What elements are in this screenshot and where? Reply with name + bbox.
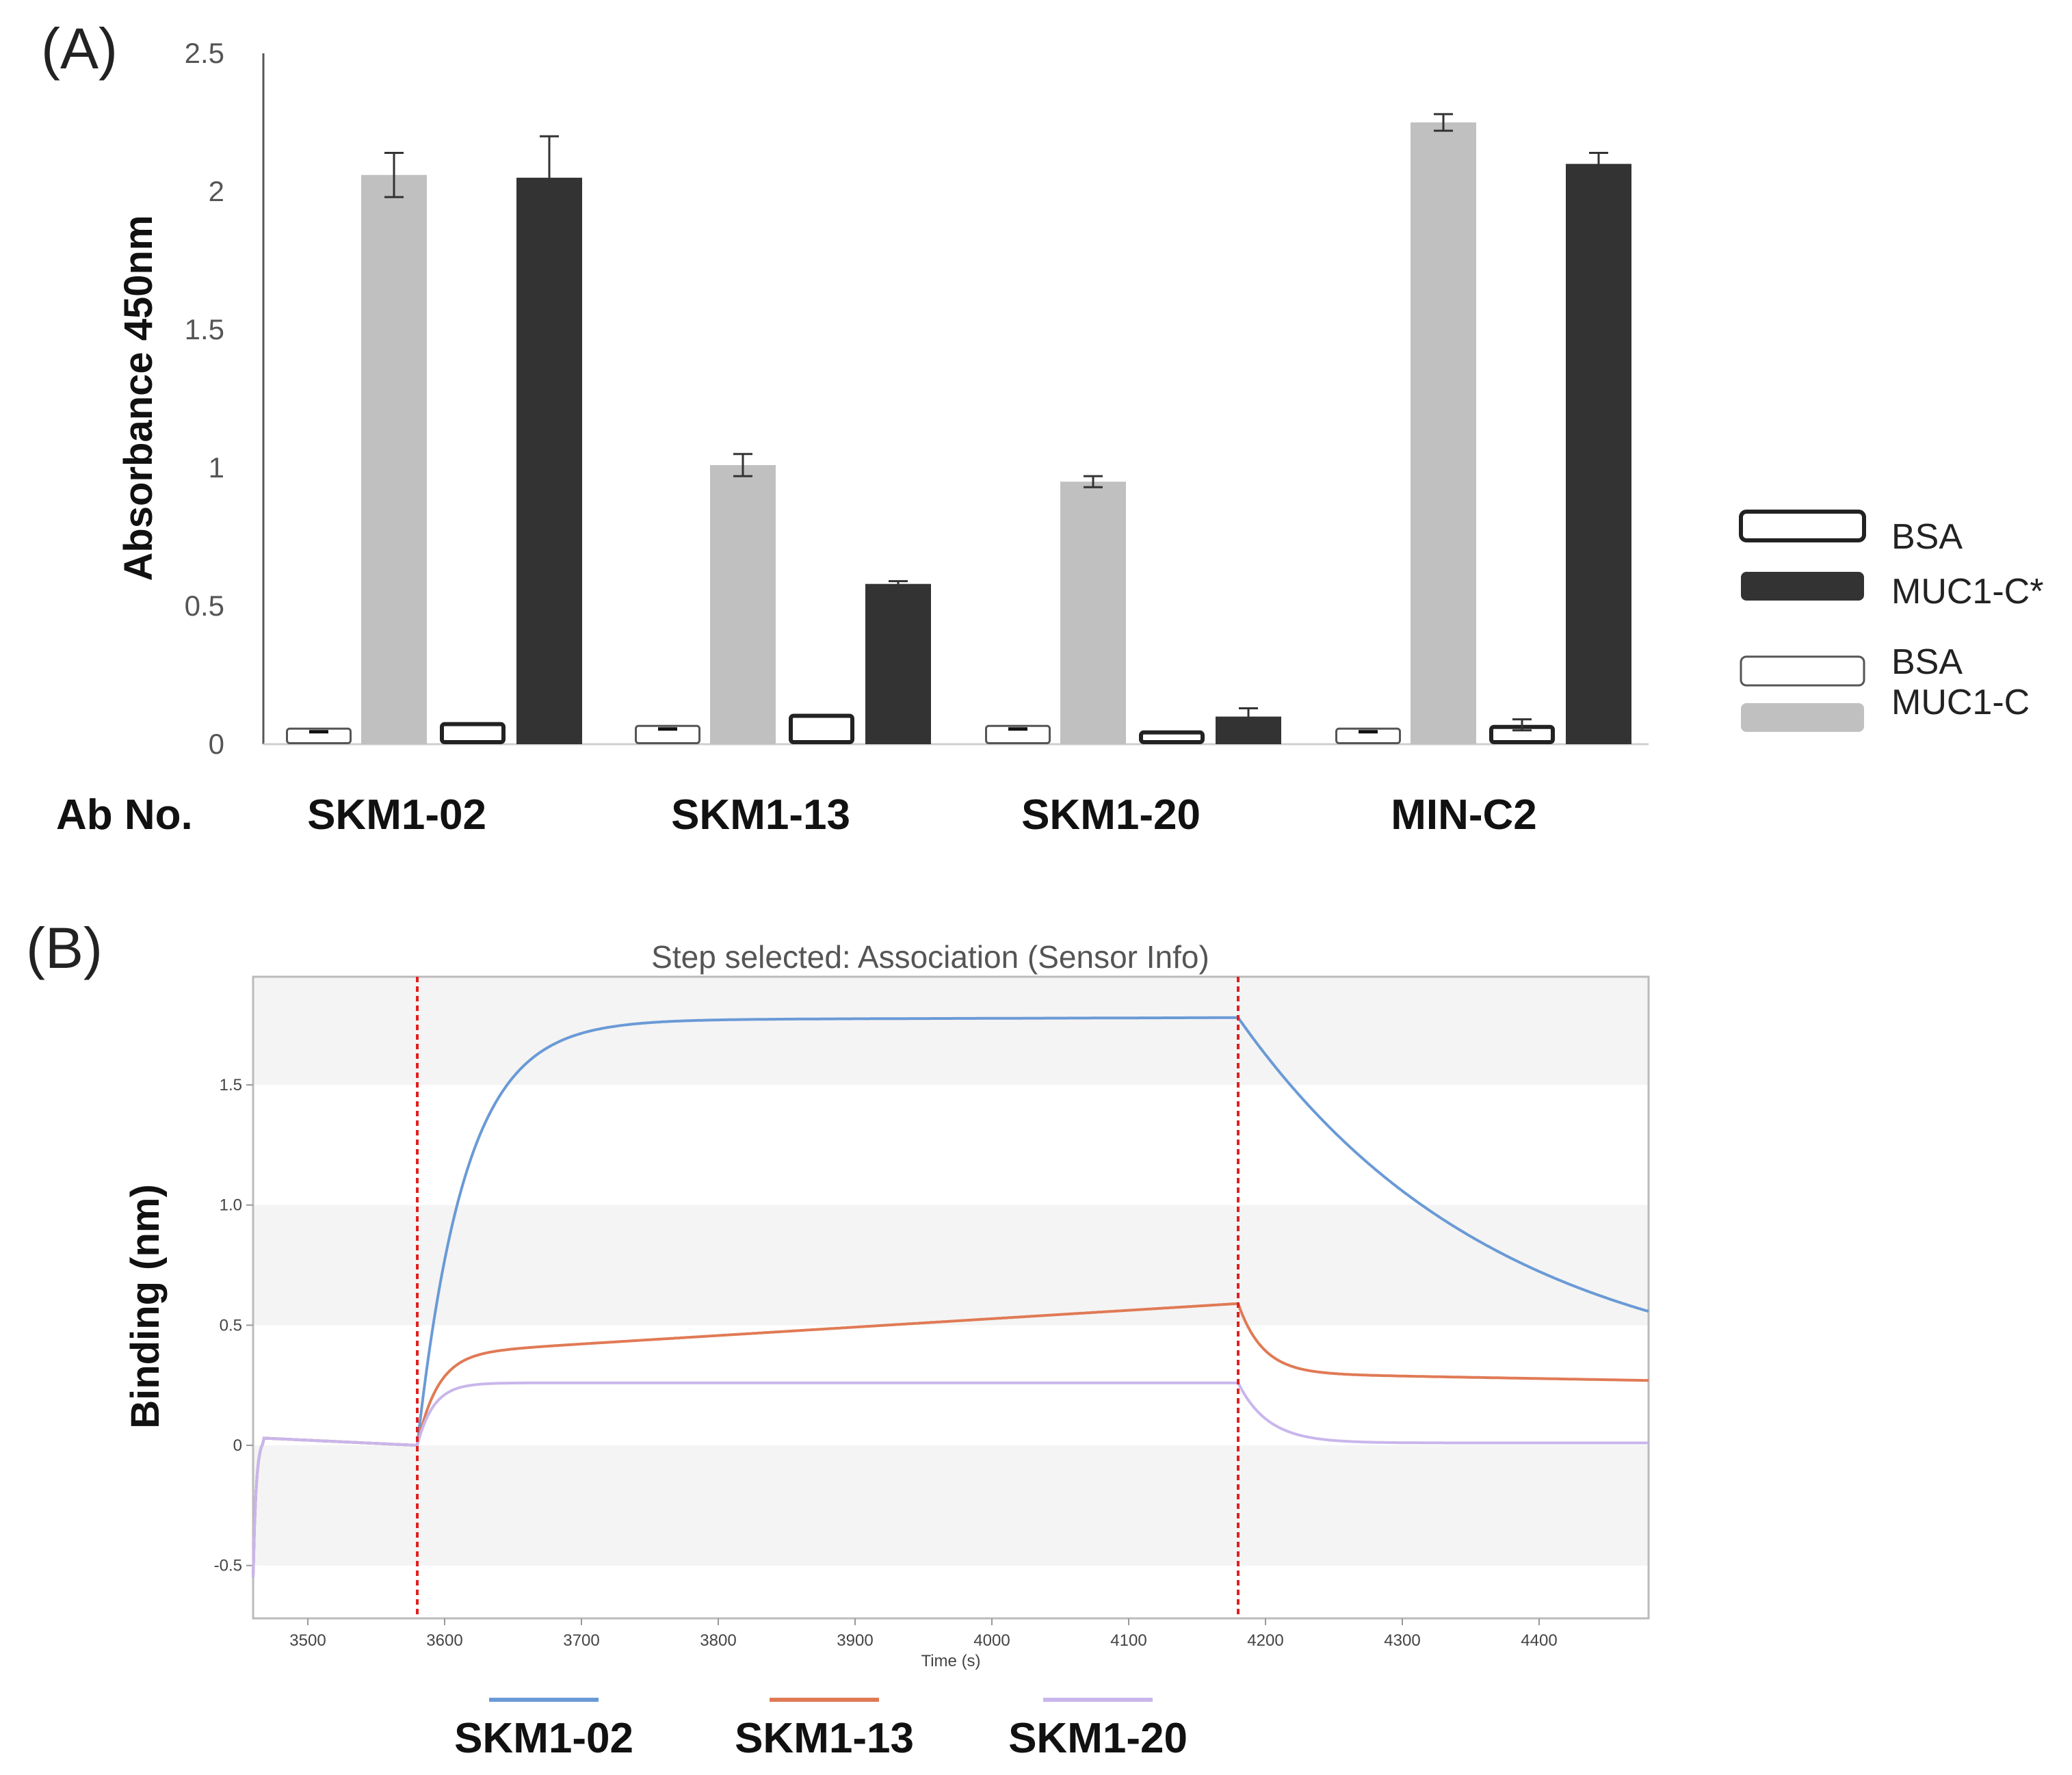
bar-skm1-13-series-2 bbox=[789, 713, 854, 745]
panel-a-y-tick-label: 1 bbox=[209, 451, 224, 484]
panel-a-y-tick-label: 1.5 bbox=[185, 313, 224, 345]
ab-no-label: Ab No. bbox=[56, 791, 193, 839]
panel-b-band bbox=[253, 1445, 1649, 1566]
legend-label: SKM1-02 bbox=[454, 1715, 633, 1762]
legend-item: BSA bbox=[1740, 642, 1963, 687]
bar-min-c2-series-0 bbox=[1335, 727, 1401, 745]
error-bar bbox=[733, 453, 752, 477]
panel-b-band bbox=[253, 977, 1649, 1086]
panel-b-y-tick-label: 0.5 bbox=[220, 1316, 242, 1334]
panel-b-x-axis-label: Time (s) bbox=[921, 1652, 980, 1670]
bar-skm1-02-series-0 bbox=[286, 727, 352, 745]
panel-a-y-tick-label: 0 bbox=[209, 728, 224, 760]
bar-skm1-20-series-1 bbox=[1060, 482, 1126, 744]
sensorgram-skm1-20 bbox=[252, 1381, 1649, 1578]
category-label-skm1-02: SKM1-02 bbox=[307, 791, 486, 839]
error-bar bbox=[889, 580, 908, 588]
bar-skm1-13-series-0 bbox=[635, 724, 700, 744]
legend-swatch bbox=[1740, 655, 1865, 687]
panel-b-frame bbox=[252, 975, 1650, 1620]
panel-b-x-tick-label: 3600 bbox=[426, 1631, 462, 1650]
panel-a-bars bbox=[286, 122, 1631, 745]
error-bar bbox=[1512, 718, 1532, 732]
panel-b-band bbox=[253, 1205, 1649, 1326]
panel-b-bands bbox=[253, 977, 1649, 1566]
legend-item: MUC1-C bbox=[1741, 683, 2030, 732]
panel-a-category-labels: SKM1-02 SKM1-13 SKM1-20 MIN-C2 bbox=[307, 791, 1537, 839]
error-bar bbox=[1239, 707, 1258, 726]
panel-b-sensorgrams bbox=[252, 1016, 1649, 1578]
legend-swatch bbox=[1741, 703, 1864, 732]
panel-b-y-tick-label: 0 bbox=[233, 1436, 242, 1455]
panel-b-x-tick-label: 4000 bbox=[973, 1631, 1010, 1650]
bar-skm1-13-series-1 bbox=[710, 464, 776, 744]
category-label-skm1-20: SKM1-20 bbox=[1021, 791, 1201, 839]
sensorgram-skm1-02 bbox=[252, 1016, 1649, 1578]
panel-b-y-axis-label: Binding (nm) bbox=[123, 1184, 168, 1429]
panel-b-x-tick-label: 3500 bbox=[289, 1631, 326, 1650]
panel-b-x-tick-label: 4200 bbox=[1247, 1631, 1283, 1650]
sensorgram-skm1-13 bbox=[252, 1302, 1649, 1578]
panel-a-y-tick-label: 2.5 bbox=[185, 37, 224, 69]
legend-item: BSA bbox=[1739, 510, 1963, 557]
panel-b-x-tick-label: 4100 bbox=[1110, 1631, 1146, 1650]
panel-b-y-tick-label: -0.5 bbox=[214, 1557, 242, 1575]
panel-b-title: Step selected: Association (Sensor Info) bbox=[651, 939, 1209, 975]
legend-item-skm1-13: SKM1-13 bbox=[735, 1698, 914, 1762]
panel-a-y-axis-label: Absorbance 450nm bbox=[116, 215, 161, 581]
panel-b-y-tick-label: 1.0 bbox=[220, 1196, 242, 1215]
category-label-skm1-13: SKM1-13 bbox=[671, 791, 850, 839]
panel-b-y-tick-label: 1.5 bbox=[220, 1076, 242, 1094]
legend-label: BSA bbox=[1891, 517, 1963, 557]
legend-item-skm1-02: SKM1-02 bbox=[454, 1698, 633, 1762]
panel-b-x-tick-label: 3800 bbox=[700, 1631, 736, 1650]
panel-b-ticks: 3500 3600 3700 3800 3900 4000 4100 4200 4300 4400… bbox=[214, 1076, 1558, 1650]
error-bar bbox=[1589, 151, 1608, 176]
legend-item-skm1-20: SKM1-20 bbox=[1008, 1698, 1188, 1762]
bar-skm1-02-series-3 bbox=[516, 177, 582, 744]
panel-a-error-bars bbox=[309, 113, 1608, 734]
panel-a-label: (A) bbox=[41, 16, 118, 81]
error-bar bbox=[540, 135, 559, 220]
bar-skm1-13-series-3 bbox=[865, 583, 931, 744]
legend-item: MUC1-C* bbox=[1741, 572, 2043, 612]
panel-b-label: (B) bbox=[26, 916, 103, 980]
panel-b-x-tick-label: 4300 bbox=[1384, 1631, 1420, 1650]
panel-b-x-tick-label: 3700 bbox=[563, 1631, 599, 1650]
bar-min-c2-series-1 bbox=[1411, 122, 1476, 744]
legend-label: MUC1-C bbox=[1891, 683, 2030, 722]
panel-a: (A) 0 0.5 1 1.5 2 2.5 SKM1-02 SKM1-13 SKM1-20 MI… bbox=[41, 16, 2043, 839]
panel-b-x-tick-label: 4400 bbox=[1521, 1631, 1557, 1650]
bar-skm1-20-series-2 bbox=[1139, 730, 1205, 745]
bar-skm1-20-series-0 bbox=[985, 724, 1051, 744]
error-bar bbox=[384, 151, 404, 198]
bar-skm1-02-series-1 bbox=[361, 174, 427, 744]
legend-swatch bbox=[1739, 510, 1866, 542]
legend-label: SKM1-13 bbox=[735, 1715, 914, 1762]
legend-label: BSA bbox=[1891, 642, 1963, 682]
legend-label: MUC1-C* bbox=[1891, 572, 2043, 612]
category-label-min-c2: MIN-C2 bbox=[1391, 791, 1537, 839]
bar-min-c2-series-3 bbox=[1566, 163, 1631, 745]
panel-a-y-tick-label: 2 bbox=[209, 175, 224, 207]
panel-b-legend: SKM1-02 SKM1-13 SKM1-20 bbox=[454, 1698, 1188, 1762]
error-bar bbox=[1084, 475, 1103, 488]
error-bar bbox=[1434, 113, 1453, 132]
legend-swatch bbox=[1741, 572, 1864, 601]
legend-label: SKM1-20 bbox=[1008, 1715, 1188, 1762]
panel-b-step-markers bbox=[416, 977, 1240, 1618]
panel-b: (B) Step selected: Association (Sensor I… bbox=[26, 916, 1650, 1762]
panel-b-x-tick-label: 3900 bbox=[837, 1631, 873, 1650]
bar-skm1-02-series-2 bbox=[440, 722, 506, 745]
panel-a-y-tick-label: 0.5 bbox=[185, 590, 224, 622]
